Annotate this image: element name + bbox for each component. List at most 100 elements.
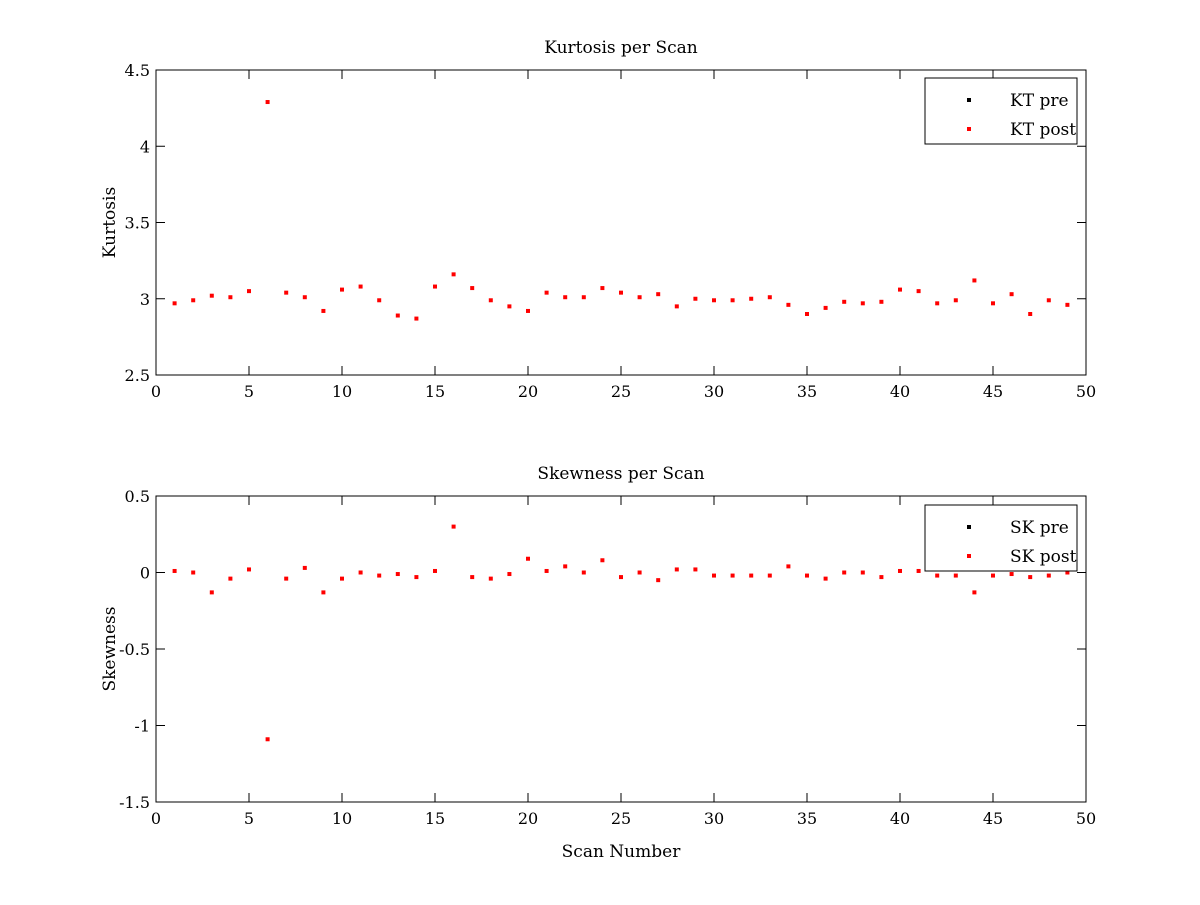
data-point [321, 590, 326, 595]
legend-box [924, 77, 1078, 145]
data-point [823, 305, 828, 310]
data-point [433, 284, 437, 289]
data-point [581, 295, 586, 300]
y-tick-label: -0.5 [119, 640, 150, 659]
data-point [991, 573, 995, 578]
data-point [860, 570, 865, 575]
legend-marker [967, 525, 971, 529]
data-point [433, 568, 437, 573]
x-tick-label: 15 [425, 382, 445, 401]
data-point [898, 568, 902, 573]
legend-label: KT post [1010, 120, 1076, 140]
data-point [544, 568, 549, 573]
data-point [600, 286, 605, 291]
data-point [693, 567, 698, 572]
data-point [805, 312, 809, 316]
y-tick-label: 4 [140, 137, 150, 156]
data-point [935, 301, 940, 306]
data-point [191, 298, 196, 303]
data-point [656, 578, 661, 583]
data-point [1065, 302, 1070, 307]
legend-marker [967, 127, 971, 131]
data-point [191, 570, 196, 575]
data-point [284, 290, 289, 295]
data-point [805, 573, 809, 578]
data-point [209, 590, 214, 595]
data-point [879, 299, 884, 304]
data-point [1046, 298, 1051, 303]
data-point [470, 286, 475, 291]
x-tick-label: 35 [797, 382, 817, 401]
data-point [340, 576, 344, 581]
y-tick-label: 3.5 [125, 214, 150, 233]
data-point [767, 295, 772, 300]
data-point [395, 572, 400, 577]
y-tick-label: 4.5 [125, 61, 150, 80]
data-point [563, 295, 568, 300]
data-point [507, 572, 512, 577]
data-point [879, 575, 884, 580]
data-point [228, 295, 233, 300]
chart-title: Kurtosis per Scan [544, 38, 698, 58]
data-point [209, 293, 214, 298]
x-axis-label: Scan Number [562, 842, 682, 862]
x-tick-label: 30 [704, 809, 724, 828]
y-tick-label: 2.5 [125, 366, 150, 385]
data-point [377, 298, 382, 303]
data-point [488, 298, 493, 303]
legend-marker [967, 98, 971, 102]
data-point [507, 304, 512, 309]
legend-box [924, 504, 1078, 572]
data-point [581, 570, 586, 575]
data-point [1028, 575, 1033, 580]
data-point [842, 299, 847, 304]
data-point [712, 298, 716, 303]
x-tick-label: 30 [704, 382, 724, 401]
data-point [544, 290, 549, 295]
data-point [1065, 570, 1070, 575]
data-point [228, 576, 233, 581]
x-tick-label: 50 [1076, 809, 1096, 828]
x-tick-label: 45 [983, 382, 1003, 401]
data-point [247, 567, 251, 572]
kurtosis-plot: 0 5 10 15 20 25 30 35 40 45 50 2.5 3 3.5 4 4.5 Kurtosis … [100, 38, 1096, 401]
data-point [730, 573, 735, 578]
y-axis-label: Kurtosis [100, 187, 120, 258]
data-point [600, 558, 605, 563]
data-point [953, 298, 958, 303]
data-point [674, 304, 679, 309]
data-point [1009, 292, 1014, 297]
data-point [340, 287, 344, 292]
data-point [935, 573, 940, 578]
data-point [916, 568, 921, 573]
data-point [563, 564, 568, 569]
data-point [749, 573, 754, 578]
x-tick-label: 20 [518, 382, 538, 401]
x-tick-label: 40 [890, 809, 910, 828]
x-tick-label: 10 [332, 809, 352, 828]
data-point [265, 737, 270, 742]
x-tick-label: 0 [151, 809, 161, 828]
data-point [1046, 573, 1051, 578]
data-point [786, 564, 791, 569]
x-tick-label: 35 [797, 809, 817, 828]
data-point [395, 313, 400, 318]
legend-marker [967, 554, 971, 558]
data-point [991, 301, 995, 306]
data-point [1009, 572, 1014, 577]
data-point [414, 575, 419, 580]
data-point [358, 284, 363, 289]
data-point [619, 290, 623, 295]
data-point [860, 301, 865, 306]
y-tick-label: 0.5 [125, 487, 150, 506]
data-point [1028, 312, 1033, 316]
data-point [972, 590, 977, 595]
data-point [842, 570, 847, 575]
data-point [172, 301, 177, 306]
data-point [767, 573, 772, 578]
data-point [674, 567, 679, 572]
data-point [526, 556, 530, 561]
data-point [916, 289, 921, 294]
data-point [953, 573, 958, 578]
